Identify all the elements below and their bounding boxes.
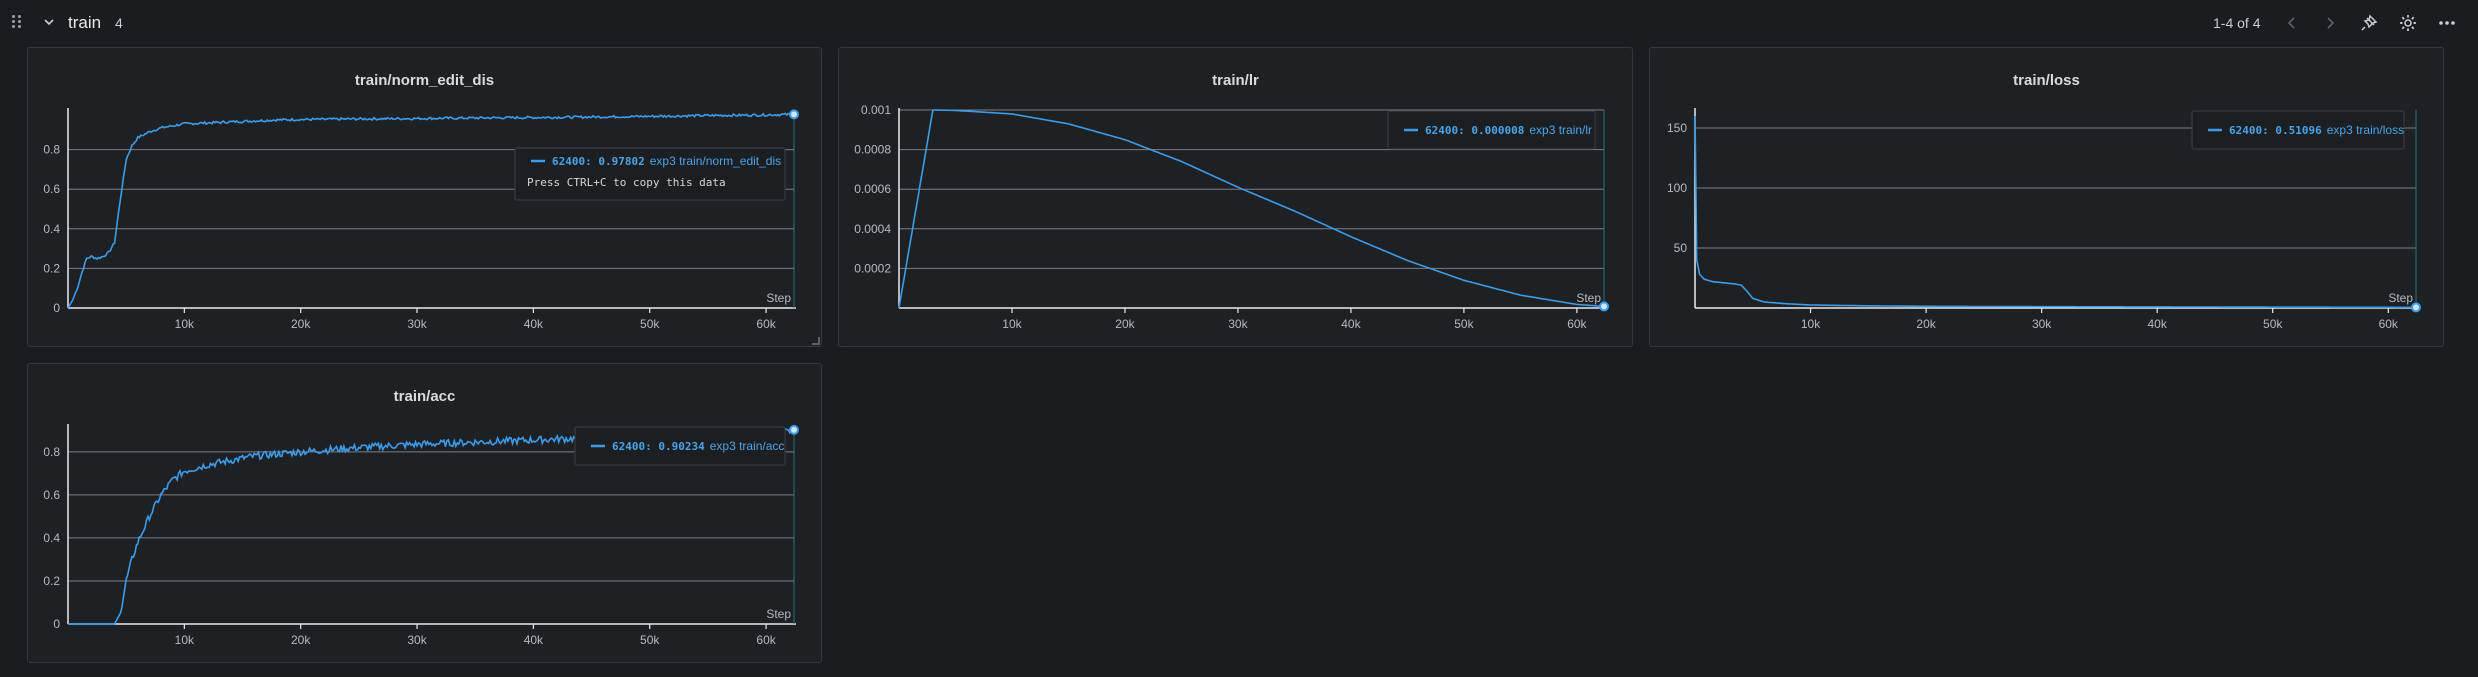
section-header: train 4 1-4 of 4 — [0, 0, 2478, 46]
chart-title: train/norm_edit_dis — [355, 72, 494, 89]
y-tick-label: 50 — [1674, 241, 1688, 255]
hover-point — [789, 109, 799, 120]
y-tick-label: 0.8 — [43, 445, 60, 459]
x-tick-label: 20k — [291, 633, 311, 647]
series-line — [1694, 115, 2416, 309]
hover-point — [1599, 301, 1609, 312]
x-axis-label: Step — [1576, 291, 1601, 305]
chevron-right-icon[interactable] — [2319, 12, 2341, 34]
resize-handle[interactable] — [812, 337, 820, 345]
x-tick-label: 30k — [407, 317, 427, 331]
y-tick-label: 0.6 — [43, 182, 60, 196]
tooltip-value: 62400: 0.90234 — [612, 440, 705, 453]
x-axis-label: Step — [766, 607, 791, 621]
drag-handle-icon[interactable] — [12, 15, 24, 29]
chart-title: train/loss — [2013, 72, 2080, 89]
gear-icon[interactable] — [2397, 12, 2419, 34]
y-tick-label: 0.6 — [43, 488, 60, 502]
chart-panel-acc[interactable]: train/acc 0 0.2 0.4 0.6 0.8 10k 20k 30k 40k 50k 60k… — [27, 363, 822, 663]
x-tick-label: 30k — [2032, 317, 2052, 331]
x-tick-label: 50k — [640, 633, 660, 647]
tooltip-box — [1387, 110, 1596, 150]
x-tick-label: 20k — [1916, 317, 1936, 331]
x-tick-label: 10k — [1002, 317, 1022, 331]
y-tick-label: 0.0002 — [854, 261, 891, 275]
tooltip-value: 62400: 0.51096 — [2229, 124, 2322, 137]
x-tick-label: 50k — [1454, 317, 1474, 331]
x-tick-label: 10k — [1801, 317, 1821, 331]
x-tick-label: 60k — [756, 633, 776, 647]
tooltip-box — [514, 147, 786, 201]
x-tick-label: 40k — [524, 633, 544, 647]
y-tick-label: 100 — [1667, 181, 1687, 195]
tooltip-series-name: exp3 train/loss — [2327, 123, 2404, 137]
chevron-left-icon[interactable] — [2281, 12, 2303, 34]
y-tick-label: 0 — [53, 617, 60, 631]
tooltip-hint: Press CTRL+C to copy this data — [527, 176, 726, 189]
series-line — [898, 109, 1605, 309]
pin-icon[interactable] — [2358, 12, 2380, 34]
y-tick-label: 0.4 — [43, 222, 60, 236]
tooltip-value: 62400: 0.97802 — [552, 155, 645, 168]
pager-text: 1-4 of 4 — [2213, 15, 2261, 31]
section-count: 4 — [115, 15, 123, 31]
x-tick-label: 10k — [175, 633, 195, 647]
x-tick-label: 60k — [756, 317, 776, 331]
chart-panel-loss[interactable]: train/loss 50 100 150 10k 20k 30k 40k 50k 60k Step… — [1649, 47, 2444, 347]
chart-panel-lr[interactable]: train/lr 0.0002 0.0004 0.0006 0.0008 0.001 10k… — [838, 47, 1633, 347]
tooltip: 62400: 0.000008 exp3 train/lr — [1387, 110, 1596, 150]
tooltip-series-name: exp3 train/acc — [710, 439, 785, 453]
x-tick-label: 30k — [1228, 317, 1248, 331]
x-tick-label: 40k — [1341, 317, 1361, 331]
x-tick-label: 30k — [407, 633, 427, 647]
x-tick-label: 20k — [291, 317, 311, 331]
series-line — [67, 112, 795, 309]
y-tick-label: 0.0004 — [854, 222, 891, 236]
chart-title: train/acc — [394, 388, 456, 405]
y-tick-label: 0.2 — [43, 261, 60, 275]
x-tick-label: 10k — [175, 317, 195, 331]
tooltip: 62400: 0.51096 exp3 train/loss — [2191, 110, 2405, 150]
x-tick-label: 60k — [2379, 317, 2399, 331]
section-title: train — [68, 13, 102, 32]
x-tick-label: 60k — [1567, 317, 1587, 331]
tooltip-box — [574, 426, 786, 466]
y-tick-label: 0 — [53, 301, 60, 315]
chart-svg: train/loss 50 100 150 10k 20k 30k 40k 50k 60k Step… — [1667, 72, 2421, 331]
y-tick-label: 0.8 — [43, 143, 60, 157]
tooltip: 62400: 0.97802 exp3 train/norm_edit_dis Pr… — [514, 147, 786, 201]
more-icon[interactable] — [2436, 12, 2458, 34]
tooltip-series-name: exp3 train/lr — [1529, 123, 1592, 137]
y-tick-label: 0.2 — [43, 574, 60, 588]
y-tick-label: 0.4 — [43, 531, 60, 545]
chart-svg: train/norm_edit_dis 0 0.2 0.4 0.6 0.8 10k 20k 30… — [43, 72, 799, 331]
x-axis-label: Step — [766, 291, 791, 305]
hover-point — [2411, 302, 2421, 313]
x-axis-label: Step — [2388, 291, 2413, 305]
tooltip-series-name: exp3 train/norm_edit_dis — [650, 154, 781, 168]
y-tick-label: 0.0006 — [854, 182, 891, 196]
x-tick-label: 40k — [2147, 317, 2167, 331]
y-tick-label: 0.0008 — [854, 143, 891, 157]
chevron-down-icon[interactable] — [42, 15, 56, 29]
y-tick-label: 0.001 — [861, 103, 891, 117]
x-tick-label: 40k — [524, 317, 544, 331]
y-tick-label: 150 — [1667, 121, 1687, 135]
tooltip-box — [2191, 110, 2405, 150]
chart-title: train/lr — [1212, 72, 1259, 89]
tooltip-value: 62400: 0.000008 — [1425, 124, 1524, 137]
x-tick-label: 50k — [640, 317, 660, 331]
tooltip: 62400: 0.90234 exp3 train/acc — [574, 426, 786, 466]
chart-svg: train/acc 0 0.2 0.4 0.6 0.8 10k 20k 30k 40k 50k 60k… — [43, 388, 799, 647]
x-tick-label: 20k — [1115, 317, 1135, 331]
x-tick-label: 50k — [2263, 317, 2283, 331]
hover-point — [789, 424, 799, 435]
chart-panel-norm-edit-dis[interactable]: train/norm_edit_dis 0 0.2 0.4 0.6 0.8 10k 20k 30… — [27, 47, 822, 347]
chart-svg: train/lr 0.0002 0.0004 0.0006 0.0008 0.001 10k… — [854, 72, 1609, 331]
